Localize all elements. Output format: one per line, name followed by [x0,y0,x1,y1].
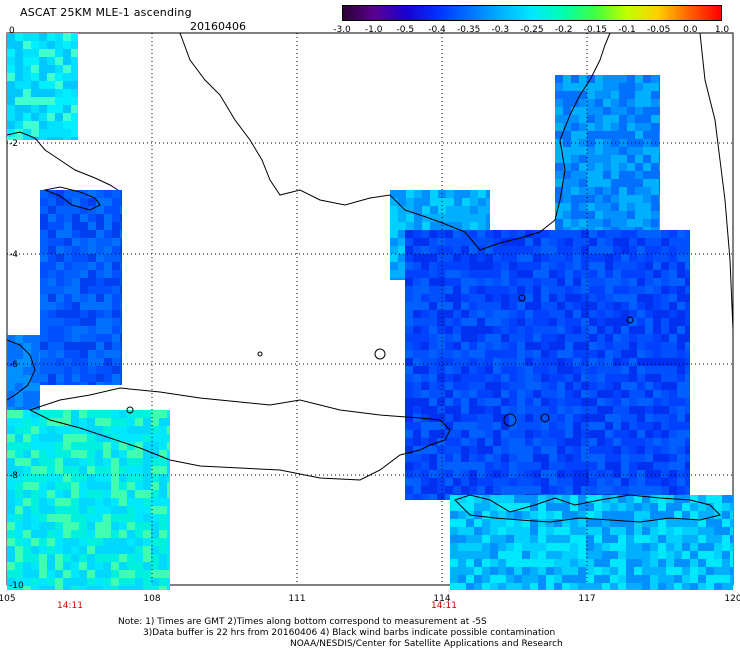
graticule [7,33,733,585]
java-island [28,387,451,481]
x-tick-label: 108 [143,594,160,604]
x-tick-label: 105 [0,594,16,604]
color-scale-label: -1.0 [364,25,383,35]
color-scale-label: -0.5 [396,25,415,35]
color-scale-label: 0.0 [683,25,698,35]
coastlines [6,32,734,523]
note-line-2: 3)Data buffer is 22 hrs from 20160406 4)… [143,628,556,638]
y-tick-label: -4 [9,250,18,260]
color-scale-label: -0.4 [428,25,446,35]
y-tick-label: 0 [9,26,15,36]
product-date: 20160406 [190,20,246,33]
y-tick-label: -6 [9,360,18,370]
wind-cells [7,33,733,590]
y-tick-label: -8 [9,471,18,481]
sumatra-coast [6,131,119,191]
small-island [374,348,386,360]
x-tick-label: 111 [288,594,305,604]
axis-ticks: 105 108 111 114 117 120 0 -2 -4 -6 -8 -10 14:11 14:11 [0,26,740,611]
x-tick-label: 114 [433,594,450,604]
note-line-3: NOAA/NESDIS/Center for Satellite Applica… [290,639,563,649]
color-scale-label: -0.05 [647,25,671,35]
color-scale-label: -0.15 [583,25,607,35]
time-label: 14:11 [431,601,457,611]
sulawesi-coast [699,32,734,331]
color-scale-labels: -3.0 -1.0 -0.5 -0.4 -0.35 -0.3 -0.25 -0.2 -0.15 -… [330,25,730,37]
color-scale-label: -0.2 [554,25,573,35]
bangka-island [43,186,101,211]
product-title: ASCAT 25KM MLE-1 ascending [20,6,192,19]
color-scale-bar [342,5,722,21]
lesser-sunda-islands [454,494,721,523]
y-tick-label: -2 [9,139,18,149]
map-frame [6,32,734,586]
color-scale-label: -0.3 [491,25,510,35]
small-island [518,294,526,302]
color-scale-label: -3.0 [333,25,351,35]
time-label: 14:11 [57,601,83,611]
sumatra-south-coast [6,339,36,401]
color-scale-label: 1.0 [714,25,730,35]
color-scale-label: -0.35 [457,25,481,35]
small-island [540,413,550,423]
color-scale-label: -0.1 [618,25,636,35]
note-line-1: Note: 1) Times are GMT 2)Times along bot… [118,617,487,627]
small-island [626,316,634,324]
x-tick-label: 120 [724,594,740,604]
small-island [503,413,517,427]
small-island [126,406,134,414]
borneo-coast [179,32,611,251]
color-scale-label: -0.25 [520,25,544,35]
small-island [257,351,263,357]
y-tick-label: -10 [9,581,24,591]
x-tick-label: 117 [578,594,595,604]
